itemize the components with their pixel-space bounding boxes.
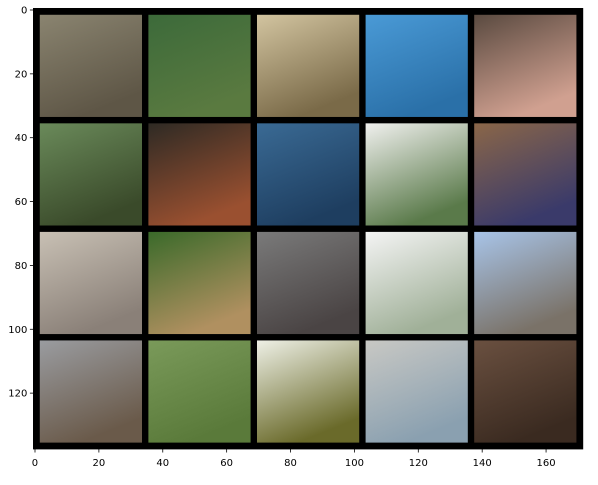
x-tick-label: 120 [409, 458, 428, 469]
axes-frame [33, 7, 584, 450]
x-tick-label: 160 [537, 458, 556, 469]
image-tile [148, 340, 251, 443]
image-tile [148, 231, 251, 335]
image-tile [148, 123, 251, 226]
image-tile [365, 123, 468, 226]
image-tile [256, 340, 360, 443]
x-tick-label: 60 [220, 458, 233, 469]
x-tick-label: 40 [156, 458, 169, 469]
y-tick-label: 100 [8, 325, 27, 336]
image-tile [256, 123, 360, 226]
image-tile [474, 340, 577, 443]
image-tile [474, 123, 577, 226]
y-tick-label: 80 [15, 261, 28, 272]
x-tick-label: 20 [93, 458, 106, 469]
y-tick-label: 20 [15, 69, 28, 80]
y-tick-label: 60 [15, 197, 28, 208]
image-tile [256, 14, 360, 117]
image-tile [474, 14, 577, 117]
x-tick-label: 80 [284, 458, 297, 469]
x-tick-label: 0 [32, 458, 38, 469]
image-tile [474, 231, 577, 335]
image-tile [39, 14, 143, 117]
image-tile [39, 340, 143, 443]
y-tick-label: 0 [21, 5, 27, 16]
image-tile [365, 231, 468, 335]
x-tick-label: 140 [473, 458, 492, 469]
x-tick-label: 100 [345, 458, 364, 469]
image-tile [39, 231, 143, 335]
y-tick-label: 120 [8, 389, 27, 400]
image-tile [365, 340, 468, 443]
y-tick-label: 40 [15, 133, 28, 144]
image-tile [365, 14, 468, 117]
image-tile [39, 123, 143, 226]
image-tile [148, 14, 251, 117]
image-tile [256, 231, 360, 335]
